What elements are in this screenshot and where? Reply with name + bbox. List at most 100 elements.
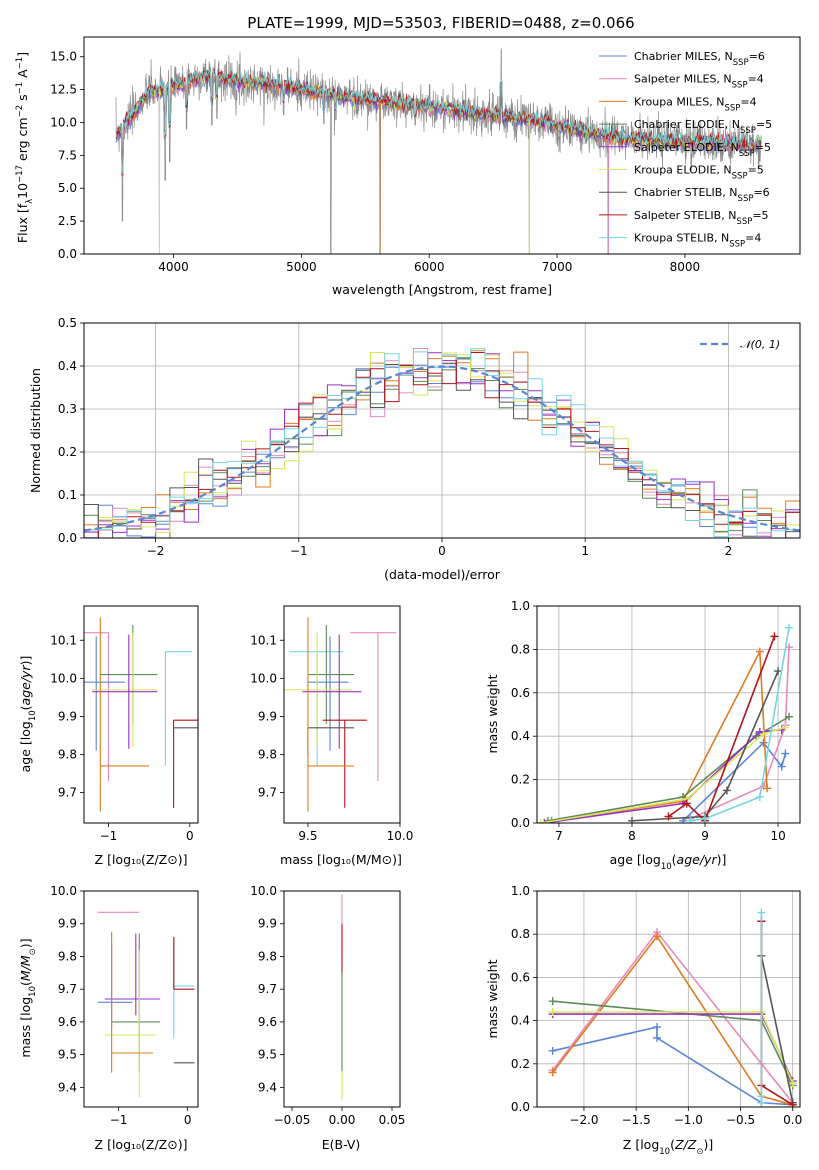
weight-marker: [755, 792, 764, 801]
weight_vs_Z-ytick-label: 0.6: [511, 970, 530, 984]
residuals-ytick-label: 0.5: [58, 316, 77, 330]
mass_vs_Z-xtick-label: −1: [110, 1113, 128, 1127]
legend-entry-6-part: SSP: [738, 194, 754, 204]
mass_vs_ebv-ytick-label: 9.7: [258, 982, 277, 996]
legend-entry-1: Salpeter MILES, NSSP=4: [634, 73, 764, 91]
weight-marker: [759, 730, 768, 739]
spectrum-ylabel-part: −17: [15, 165, 25, 183]
age_vs_mass-ytick-label: 9.9: [258, 709, 277, 723]
weight-marker: [682, 799, 691, 808]
weight_vs_Z-xtick-label: 0.0: [783, 1113, 802, 1127]
legend-entry-4-part: SSP: [739, 149, 755, 159]
residuals-ytick-label: 0.2: [58, 445, 77, 459]
mass_vs_Z-ytick-label: 9.4: [58, 1080, 77, 1094]
weight-marker: [755, 647, 764, 656]
mass_vs_Z-panel: −1 0 9.4 9.5 9.6 9.7 9.8 9.9 10.0 Z [log₁₀(Z/Z⊙)]…: [18, 884, 199, 1152]
age_vs_mass-ytick-label: 10.0: [250, 671, 277, 685]
weight_vs_Z-xtick-label: −0.5: [726, 1113, 755, 1127]
age_vs_mass-ytick-label: 9.7: [258, 786, 277, 800]
age_vs_Z-xtick-label: 0: [186, 829, 194, 843]
weight-marker: [781, 723, 790, 732]
weight-marker: [548, 1046, 557, 1055]
weight_vs_age-xtick-label: 7: [555, 829, 563, 843]
legend-entry-0-part: Chabrier MILES, N: [634, 50, 733, 63]
weight-vs-z-xlabel-part: Z [log: [623, 1137, 659, 1152]
mass_vs_Z-ytick-label: 9.8: [58, 949, 77, 963]
mass_vs_ebv-ytick-label: 9.4: [258, 1080, 277, 1094]
mass_vs_Z-plot-area: [97, 911, 195, 1098]
spectrum-xtick-label: 4000: [158, 260, 189, 274]
age_vs_Z-ytick-label: 9.8: [58, 747, 77, 761]
weight_vs_Z-ytick-label: 0.2: [511, 1057, 530, 1071]
residuals-xtick-label: 2: [725, 544, 733, 558]
weight_vs_Z-ytick-label: 0.4: [511, 1014, 530, 1028]
weight-vs-z-xlabel-part: 10: [659, 1147, 670, 1157]
weight-marker: [653, 932, 662, 941]
weight_vs_age-xtick-label: 8: [628, 829, 636, 843]
legend-entry-8-part: Kroupa STELIB, N: [634, 232, 729, 245]
residuals-xlabel: (data-model)/error: [384, 567, 501, 582]
weight-vs-age-xlabel-part: age [log: [610, 852, 661, 867]
mass-vs-z-ylabel-part: mass [log: [18, 997, 33, 1058]
weight-vs-age-xlabel-part: age/yr: [677, 852, 718, 867]
weight-marker: [785, 712, 794, 721]
spectrum-ylabel-part: s: [15, 94, 30, 105]
weight-vs-z-xlabel-part: Z/Z: [674, 1137, 697, 1152]
residuals-ytick-label: 0.1: [58, 488, 77, 502]
weight-marker: [537, 819, 545, 823]
age_vs_Z-plot-area: [84, 617, 198, 812]
legend-entry-5-part: Kroupa ELODIE, N: [634, 164, 732, 177]
residuals-xtick-label: −2: [147, 544, 165, 558]
legend-entry-2-part: SSP: [724, 103, 740, 113]
weight-vs-age-xlabel-part: )]: [717, 852, 727, 867]
legend-entry-6-part: Chabrier STELIB, N: [634, 186, 738, 199]
spectrum-xtick-label: 7000: [542, 260, 573, 274]
weight-vs-z-xlabel-part: )]: [703, 1137, 713, 1152]
age_vs_Z-xtick-label: −1: [100, 829, 118, 843]
weight-marker: [548, 1007, 557, 1016]
legend-entry-2: Kroupa MILES, NSSP=4: [634, 95, 757, 113]
residuals-xtick-label: −1: [290, 544, 308, 558]
spectrum-xtick-label: 5000: [286, 260, 317, 274]
age-vs-z-ylabel-part: 10: [28, 710, 38, 721]
residual-histogram-step: [84, 352, 800, 538]
weight_vs_age-ytick-label: 0.8: [511, 642, 530, 656]
spectrum-ytick-label: 5.0: [58, 181, 77, 195]
legend-entry-3-part: SSP: [740, 126, 756, 136]
spectrum-ytick-label: 10.0: [50, 115, 77, 129]
spectrum-ylabel-part: −2: [15, 105, 25, 118]
age-vs-z-ylabel: age [log10(age/yr)]: [18, 656, 38, 773]
age_vs_mass-background: [284, 606, 400, 823]
residuals-ylabel: Normed distribution: [28, 368, 43, 493]
mass_vs_Z-ytick-label: 10.0: [50, 884, 77, 898]
spectrum-ytick-label: 7.5: [58, 148, 77, 162]
residuals-ytick-label: 0.3: [58, 402, 77, 416]
mass-vs-z-ylabel-part: ⊙: [28, 948, 38, 955]
weight-vs-z-xlabel-part: ⊙: [696, 1147, 703, 1157]
weight-marker: [763, 784, 772, 793]
legend-entry-7-part: Salpeter STELIB, N: [634, 209, 736, 222]
age_vs_mass-ytick-label: 9.8: [258, 747, 277, 761]
residuals-xtick-label: 0: [438, 544, 446, 558]
age-vs-z-ylabel-part: (: [18, 705, 33, 710]
age_vs_Z-ytick-label: 10.0: [50, 671, 77, 685]
legend-entry-5-part: =5: [748, 164, 764, 177]
weight-vs-age-ylabel: mass weight: [485, 674, 500, 753]
residuals-ytick-label: 0.4: [58, 359, 77, 373]
weight-marker: [788, 1100, 797, 1107]
legend-entry-4: Salpeter ELODIE, NSSP=5: [634, 141, 771, 159]
age_vs_Z-frame: [83, 605, 199, 824]
mass_vs_Z-ytick-label: 9.7: [58, 982, 77, 996]
mass-vs-z-xlabel: Z [log₁₀(Z/Z⊙)]: [95, 1137, 188, 1152]
weight_vs_Z-xtick-label: −2.0: [569, 1113, 598, 1127]
legend-entry-6: Chabrier STELIB, NSSP=6: [634, 186, 770, 204]
weight_vs_age-ytick-label: 0.4: [511, 729, 530, 743]
age-vs-z-ylabel-part: )]: [18, 656, 33, 666]
weight-marker: [540, 819, 549, 823]
weight-vs-age-xlabel-part: (: [672, 852, 677, 867]
weight_vs_age-ytick-label: 0.2: [511, 773, 530, 787]
normal-legend-label: 𝒩(0, 1): [740, 338, 780, 351]
age_vs_mass-xtick-label: 9.5: [298, 829, 317, 843]
age-vs-z-ylabel-part: age [log: [18, 721, 33, 772]
weight-vs-age-xlabel: age [log10(age/yr)]: [610, 852, 727, 872]
